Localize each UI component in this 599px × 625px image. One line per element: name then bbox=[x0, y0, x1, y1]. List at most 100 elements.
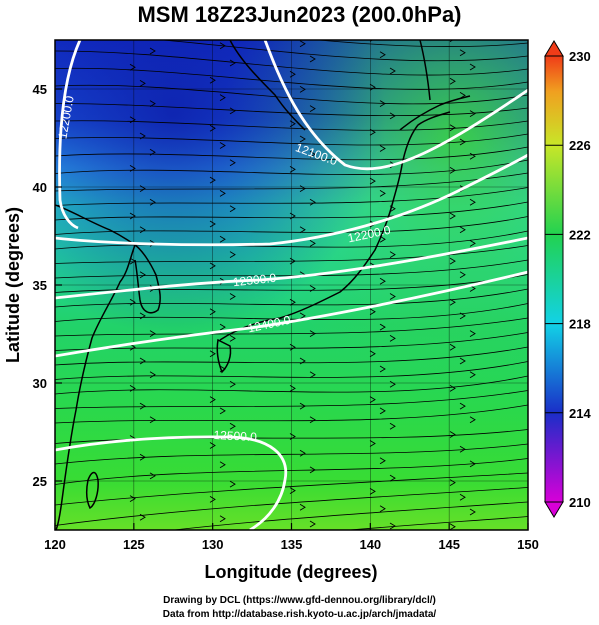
streamline-arrow bbox=[289, 257, 296, 265]
streamline-arrow bbox=[449, 167, 456, 174]
colorbar-tick-label: 214 bbox=[569, 406, 591, 421]
streamline-arrow bbox=[389, 422, 396, 430]
streamline bbox=[55, 332, 528, 351]
streamline-arrow bbox=[129, 385, 136, 392]
streamline-arrow bbox=[389, 380, 396, 388]
streamline-arrow bbox=[459, 402, 466, 410]
streamline-arrow bbox=[309, 105, 316, 112]
streamline-arrow bbox=[449, 431, 456, 438]
y-tick-label: 35 bbox=[33, 278, 47, 293]
streamline bbox=[55, 303, 528, 322]
streamline-arrow bbox=[369, 308, 376, 316]
streamline-arrow bbox=[309, 55, 316, 63]
streamline-arrow bbox=[130, 16, 135, 22]
streamline-arrow bbox=[209, 262, 216, 270]
streamline-arrow bbox=[469, 110, 476, 117]
x-tick-label: 120 bbox=[44, 537, 66, 552]
streamline-arrow bbox=[459, 312, 466, 320]
streamline bbox=[55, 472, 528, 506]
height-contour bbox=[55, 270, 528, 358]
colorbar-max-arrow bbox=[544, 40, 564, 57]
streamline-arrow bbox=[219, 407, 226, 415]
streamline-arrow bbox=[449, 343, 456, 351]
streamline-arrow bbox=[229, 107, 236, 115]
streamline-arrow bbox=[229, 159, 236, 167]
streamline-arrow bbox=[229, 480, 236, 488]
streamline bbox=[55, 259, 528, 279]
streamline-arrow bbox=[129, 212, 136, 220]
colorbar-tick-label: 230 bbox=[569, 49, 591, 64]
streamline-arrow bbox=[129, 343, 136, 351]
streamline-arrow bbox=[209, 76, 216, 84]
height-contour bbox=[263, 40, 528, 171]
streamline-arrow bbox=[219, 142, 226, 149]
streamline-arrow bbox=[459, 138, 466, 146]
colorbar-ticks: 210 214 218 222 226 230 bbox=[545, 49, 591, 510]
coast-japan bbox=[219, 111, 451, 341]
streamline-arrow bbox=[219, 94, 226, 101]
streamline-arrow bbox=[149, 330, 156, 337]
streamline-arrow bbox=[139, 185, 146, 192]
x-tick-label: 135 bbox=[281, 537, 303, 552]
streamline bbox=[314, 40, 528, 48]
streamline-arrow bbox=[139, 312, 146, 320]
streamline-arrow bbox=[449, 124, 456, 132]
streamline-arrow bbox=[389, 522, 396, 530]
streamline-arrow bbox=[139, 226, 146, 234]
streamline bbox=[55, 245, 528, 264]
streamline-arrow bbox=[379, 100, 386, 107]
streamline-arrow bbox=[289, 385, 296, 392]
streamline-arrow bbox=[449, 479, 456, 486]
streamline-arrow bbox=[309, 150, 316, 158]
streamline-arrow bbox=[229, 293, 236, 300]
streamline bbox=[55, 390, 528, 409]
x-tick-label: 145 bbox=[438, 537, 460, 552]
coast-korea bbox=[134, 244, 161, 314]
x-tick-label: 130 bbox=[202, 537, 224, 552]
streamline-arrow bbox=[299, 402, 306, 410]
y-tick-label: 30 bbox=[33, 376, 47, 391]
contour-label: 12300.0 bbox=[232, 271, 277, 289]
streamline-arrow bbox=[379, 277, 386, 285]
streamline bbox=[55, 346, 528, 366]
streamline-arrow bbox=[369, 83, 376, 91]
streamline-arrow bbox=[219, 190, 226, 197]
streamline-arrow bbox=[149, 371, 156, 379]
streamline-arrow bbox=[379, 145, 386, 152]
streamline-arrow bbox=[219, 515, 226, 523]
coast-manchuria bbox=[229, 40, 306, 131]
coast-china bbox=[55, 204, 136, 530]
streamline-arrow bbox=[209, 220, 216, 228]
streamline bbox=[55, 361, 528, 380]
streamline-arrow bbox=[459, 357, 466, 365]
streamline-arrow bbox=[229, 251, 236, 258]
streamline-arrow bbox=[469, 240, 476, 247]
streamline-arrow bbox=[219, 323, 226, 331]
streamline-arrow bbox=[369, 128, 376, 136]
streamline-arrow bbox=[299, 503, 306, 511]
height-contour bbox=[55, 435, 288, 530]
streamline bbox=[55, 404, 528, 424]
streamline bbox=[55, 429, 528, 444]
streamline-arrow bbox=[469, 508, 476, 516]
colorbar-gradient bbox=[544, 55, 564, 503]
streamline-arrow bbox=[389, 251, 396, 258]
streamline-arrow bbox=[389, 335, 396, 342]
streamline-arrow bbox=[309, 520, 316, 528]
streamline bbox=[55, 201, 528, 221]
streamline-arrow bbox=[209, 308, 216, 316]
height-contour bbox=[55, 236, 528, 300]
streamline-arrow bbox=[289, 70, 296, 78]
streamline-arrow bbox=[469, 152, 476, 160]
streamline-arrow bbox=[469, 198, 476, 206]
streamline-arrow bbox=[449, 385, 456, 392]
streamline-arrow bbox=[289, 343, 296, 351]
streamline-arrow bbox=[229, 59, 236, 67]
streamline-arrow bbox=[309, 198, 316, 206]
streamline-arrow bbox=[369, 396, 376, 403]
streamline-arrow bbox=[299, 40, 306, 48]
colorbar-tick-label: 222 bbox=[569, 227, 591, 242]
streamline bbox=[55, 120, 528, 131]
streamline-arrow bbox=[299, 86, 306, 93]
